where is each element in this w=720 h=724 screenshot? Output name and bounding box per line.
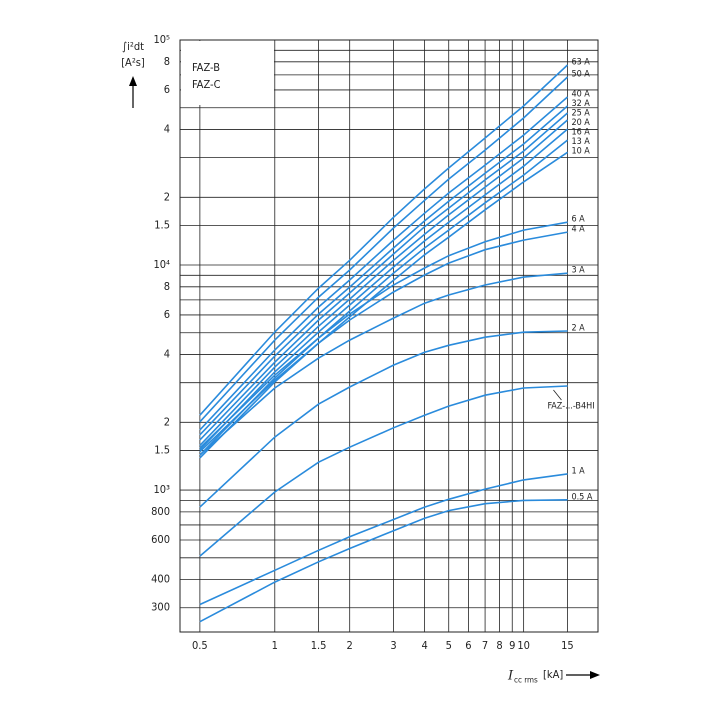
series-label: 2 A xyxy=(571,324,585,334)
curve xyxy=(199,128,569,451)
series-label: FAZ-...-B4HI xyxy=(547,402,594,412)
y-tick-label: 6 xyxy=(164,83,170,96)
curve xyxy=(199,499,568,623)
y-tick-label: 8 xyxy=(164,280,170,293)
y-tick-label: 800 xyxy=(151,505,170,518)
y-axis-label: [A²s] xyxy=(121,56,145,69)
x-tick-label: 3 xyxy=(390,639,396,652)
grid xyxy=(180,39,598,632)
series-label: 4 A xyxy=(571,225,585,235)
annotation: FAZ-C xyxy=(192,78,221,91)
x-tick-label: 4 xyxy=(421,639,427,652)
y-axis-label: ∫i²dt xyxy=(122,40,144,53)
x-tick-label: 1.5 xyxy=(311,639,327,652)
y-tick-label: 4 xyxy=(164,348,170,361)
x-tick-label: 1 xyxy=(272,639,278,652)
y-tick-label: 8 xyxy=(164,55,170,68)
y-tick-label: 10⁵ xyxy=(153,33,170,46)
y-tick-label: 10⁴ xyxy=(153,258,170,271)
legend-box xyxy=(181,41,274,105)
x-tick-label: 15 xyxy=(561,639,574,652)
x-tick-label: 0.5 xyxy=(192,639,208,652)
x-axis-arrow-head xyxy=(590,671,600,679)
x-axis-label: I xyxy=(507,669,514,684)
curve xyxy=(199,119,569,446)
x-tick-label: 2 xyxy=(347,639,353,652)
y-tick-label: 1.5 xyxy=(154,218,170,231)
series-label: 32 A xyxy=(571,99,590,109)
curve xyxy=(199,105,569,436)
series-label: 0.5 A xyxy=(571,492,592,502)
curve xyxy=(199,221,568,449)
y-tick-label: 4 xyxy=(164,123,170,136)
series-label: 20 A xyxy=(571,118,590,128)
plot-frame xyxy=(179,39,599,633)
series-label: 40 A xyxy=(571,90,590,100)
x-tick-label: 9 xyxy=(509,639,515,652)
series-label: 25 A xyxy=(571,109,590,119)
curve xyxy=(199,64,569,416)
series-label: 10 A xyxy=(571,147,590,157)
y-tick-label: 6 xyxy=(164,308,170,321)
curve xyxy=(199,112,569,441)
curve xyxy=(199,96,569,431)
annotation: FAZ-B xyxy=(192,61,220,74)
y-tick-label: 400 xyxy=(151,573,170,586)
x-axis-unit: [kA] xyxy=(543,668,563,681)
series-label: 1 A xyxy=(571,466,585,476)
series-label: 13 A xyxy=(571,137,590,147)
series-label: 50 A xyxy=(571,69,590,79)
series-label: 16 A xyxy=(571,128,590,138)
curve xyxy=(199,231,568,453)
x-tick-label: 10 xyxy=(517,639,530,652)
x-tick-label: 6 xyxy=(465,639,471,652)
y-tick-label: 300 xyxy=(151,601,170,614)
curve xyxy=(199,330,568,508)
curve xyxy=(199,473,568,606)
y-axis-arrow-head xyxy=(129,76,137,86)
y-tick-label: 1.5 xyxy=(154,443,170,456)
y-tick-label: 10³ xyxy=(153,483,170,496)
y-tick-label: 600 xyxy=(151,533,170,546)
y-tick-label: 2 xyxy=(164,190,170,203)
series-label: 3 A xyxy=(571,266,585,276)
curve xyxy=(199,272,568,456)
label-leader xyxy=(553,389,562,401)
y-tick-label: 2 xyxy=(164,415,170,428)
x-tick-label: 8 xyxy=(496,639,502,652)
curve xyxy=(199,139,568,456)
series-label: 63 A xyxy=(571,58,590,68)
x-tick-label: 7 xyxy=(482,639,488,652)
x-tick-label: 5 xyxy=(446,639,452,652)
x-axis-label-sub: cc rms xyxy=(514,676,538,685)
series-label: 6 A xyxy=(571,215,585,225)
curve xyxy=(199,76,569,423)
curve xyxy=(199,385,568,557)
